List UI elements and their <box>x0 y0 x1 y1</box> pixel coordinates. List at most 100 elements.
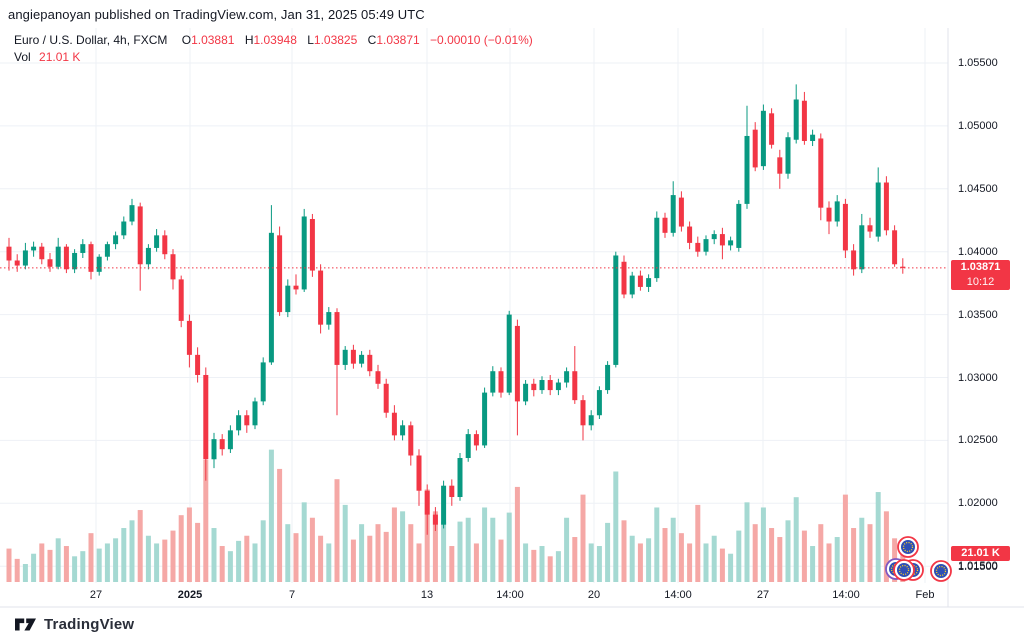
candle-body <box>96 256 102 272</box>
candle-body <box>416 455 422 491</box>
candle-body <box>39 246 45 260</box>
last-price-value: 1.03871 <box>960 261 1001 273</box>
candle-body <box>482 392 488 446</box>
candle-body <box>572 371 578 401</box>
symbol-title[interactable]: Euro / U.S. Dollar, 4h, FXCM <box>14 33 168 47</box>
tradingview-logo-icon <box>15 618 36 631</box>
ohlc-close: C1.03871 <box>367 33 420 47</box>
volume-bar <box>219 546 225 582</box>
candle-body <box>506 314 512 393</box>
bar-countdown: 10:12 <box>966 276 995 288</box>
volume-bar <box>539 546 545 582</box>
volume-bar <box>596 546 602 582</box>
volume-bar <box>883 511 889 582</box>
volume-badge: 21.01 K <box>951 546 1010 561</box>
volume-bar <box>391 507 397 582</box>
volume-bar <box>63 546 69 582</box>
volume-bar <box>186 507 192 582</box>
volume-bar <box>88 533 94 582</box>
candle-body <box>129 205 135 222</box>
volume-bar <box>654 507 660 582</box>
price-axis-label: 1.05000 <box>958 119 998 132</box>
economic-event-eu-flag-icon[interactable] <box>897 536 919 558</box>
candle-body <box>883 182 889 231</box>
candle-body <box>588 415 594 426</box>
volume-bar <box>145 535 151 582</box>
candle-body <box>277 235 283 313</box>
time-axis-label: 20 <box>587 589 601 601</box>
last-price-badge: 1.03871 10:12 <box>951 260 1010 290</box>
volume-bar <box>6 548 12 582</box>
volume-bar <box>309 517 315 582</box>
volume-bar <box>498 539 504 582</box>
volume-bar <box>719 548 725 582</box>
volume-bar <box>449 546 455 582</box>
volume-bar <box>728 553 734 582</box>
volume-bar <box>39 543 45 582</box>
volume-bar <box>285 524 291 582</box>
volume-bar <box>473 543 479 582</box>
volume-bar <box>293 533 299 582</box>
candle-body <box>892 230 898 265</box>
candle-body <box>818 138 824 208</box>
candle-body <box>227 430 233 450</box>
volume-bar <box>875 492 881 582</box>
time-axis-label: 14:00 <box>664 589 692 601</box>
economic-event-eu-flag-icon[interactable] <box>893 559 915 581</box>
candle-body <box>383 383 389 413</box>
volume-bar <box>318 535 324 582</box>
volume-bar <box>162 539 168 582</box>
volume-bar <box>432 511 438 582</box>
candle-body <box>145 247 151 265</box>
candle-body <box>744 135 750 204</box>
candle-body <box>851 250 857 270</box>
volume-label: Vol <box>14 50 31 64</box>
candle-body <box>178 279 184 321</box>
candle-body <box>646 278 652 287</box>
candle-body <box>769 113 775 145</box>
volume-bar <box>367 535 373 582</box>
price-axis-label: 1.04000 <box>958 245 998 258</box>
volume-bar <box>662 528 668 582</box>
chart-legend: Euro / U.S. Dollar, 4h, FXCM O1.03881 H1… <box>14 33 533 64</box>
candle-body <box>867 225 873 232</box>
candle-body <box>219 439 225 450</box>
time-axis-label: 13 <box>420 589 434 601</box>
candle-body <box>154 235 160 248</box>
candle-body <box>14 260 20 266</box>
candle-body <box>88 244 94 272</box>
candle-body <box>801 100 807 141</box>
volume-bar <box>268 449 274 582</box>
candle-body <box>236 415 242 431</box>
candle-body <box>375 371 381 384</box>
candle-body <box>441 485 447 525</box>
volume-bar <box>55 538 61 582</box>
volume-bar <box>441 521 447 582</box>
price-axis-label: 1.05500 <box>958 57 998 69</box>
candle-body <box>555 382 561 391</box>
economic-event-eu-flag-icon[interactable] <box>930 560 952 582</box>
volume-bar <box>482 507 488 582</box>
candle-body <box>391 412 397 436</box>
candle-body <box>670 195 676 233</box>
volume-bar <box>490 517 496 582</box>
volume-bar <box>408 524 414 582</box>
time-axis-label: 7 <box>288 589 296 601</box>
volume-bar <box>736 530 742 582</box>
time-scale[interactable]: 27 2025 7 13 14:00 20 14:00 27 14:00 Feb <box>0 588 948 608</box>
candle-body <box>195 354 201 375</box>
volume-bar <box>465 517 471 582</box>
volume-bar <box>744 502 750 582</box>
volume-bar <box>711 535 717 582</box>
volume-bar <box>752 524 758 582</box>
volume-bar <box>793 497 799 582</box>
volume-bar <box>826 543 832 582</box>
candle-body <box>514 325 520 402</box>
price-scale[interactable]: 1.05500 1.05000 1.04500 1.04000 1.03500 1.030… <box>948 28 1024 584</box>
tradingview-logo[interactable]: TradingView <box>14 615 134 634</box>
volume-bar <box>22 564 28 582</box>
candle-body <box>211 439 217 460</box>
time-axis-label: Feb <box>915 589 935 601</box>
